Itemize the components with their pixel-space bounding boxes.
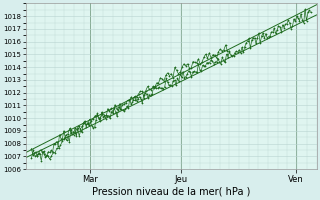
X-axis label: Pression niveau de la mer( hPa ): Pression niveau de la mer( hPa ) [92, 187, 250, 197]
